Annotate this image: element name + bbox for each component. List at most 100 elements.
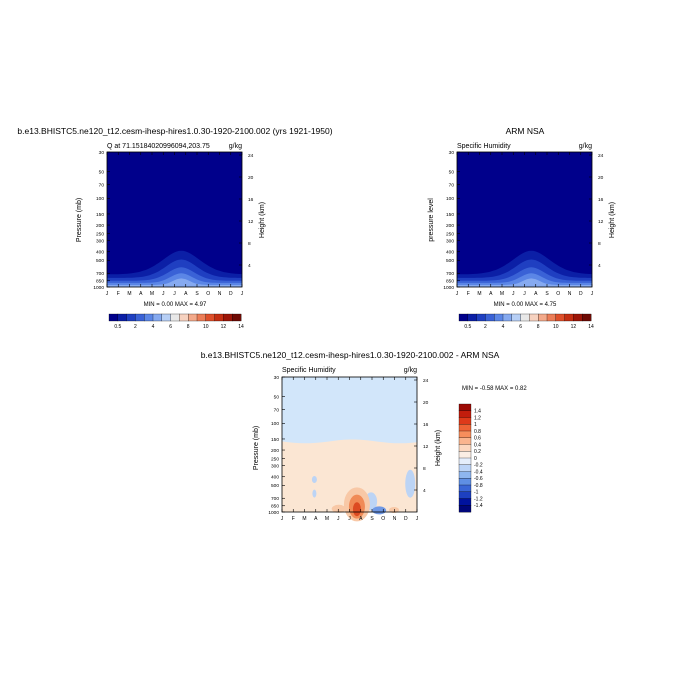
y-tick-label: 400 <box>446 250 454 256</box>
panel1-min-max: MIN = 0.00 MAX = 4.97 <box>144 302 207 308</box>
y-right-tick-label: 20 <box>598 175 604 181</box>
colorbar-swatch <box>458 464 472 472</box>
colorbar-label: -0.4 <box>474 469 483 475</box>
x-tick-label: J <box>591 291 594 297</box>
y-tick-label: 150 <box>271 437 279 443</box>
y-tick-label: 250 <box>446 231 454 237</box>
x-tick-label: S <box>545 291 549 297</box>
x-tick-label: J <box>173 291 176 297</box>
y-tick-label: 200 <box>96 223 104 229</box>
panel2-units: g/kg <box>579 143 592 150</box>
y-tick-label: 400 <box>96 250 104 256</box>
y-tick-label: 250 <box>271 456 279 462</box>
colorbar-swatch <box>458 313 469 322</box>
y-tick-label: 500 <box>446 258 454 264</box>
y-tick-label: 50 <box>274 394 280 400</box>
y-right-tick-label: 4 <box>598 263 601 269</box>
y-tick-label: 300 <box>96 238 104 244</box>
colorbar-label: -0.2 <box>474 463 483 469</box>
colorbar-swatch <box>214 313 224 322</box>
x-tick-label: J <box>456 291 459 297</box>
x-tick-label: J <box>106 291 109 297</box>
y-tick-label: 30 <box>449 150 455 156</box>
y-right-tick-label: 8 <box>423 466 426 472</box>
panel2-title: ARM NSA <box>506 126 545 136</box>
x-tick-label: F <box>292 516 295 522</box>
colorbar-label: 0.4 <box>474 442 481 448</box>
colorbar-label: 0.5 <box>114 324 121 330</box>
y-tick-label: 50 <box>99 169 105 175</box>
colorbar-label: 1.2 <box>474 415 481 421</box>
y-right-tick-label: 20 <box>248 175 254 181</box>
x-tick-label: J <box>337 516 340 522</box>
y-tick-label: 850 <box>96 279 104 285</box>
panel-difference: b.e13.BHISTC5.ne120_t12.cesm-ihesp-hires… <box>201 350 528 522</box>
y-tick-label: 850 <box>446 279 454 285</box>
colorbar-swatch <box>135 313 145 322</box>
x-tick-label: D <box>229 291 233 297</box>
y-tick-label: 500 <box>96 258 104 264</box>
colorbar-swatch <box>582 313 592 322</box>
y-right-tick-label: 24 <box>598 153 604 159</box>
q-level-band <box>107 278 242 287</box>
panel3-left-subtitle: Specific Humidity <box>282 367 336 374</box>
colorbar-label: 2 <box>484 324 487 330</box>
colorbar-swatch <box>458 403 472 412</box>
panel3-units: g/kg <box>404 367 417 374</box>
colorbar-label: -0.8 <box>474 483 483 489</box>
colorbar-label: 0.2 <box>474 449 481 455</box>
colorbar-swatch <box>529 313 539 322</box>
colorbar-swatch <box>161 313 171 322</box>
q-level-band <box>107 273 242 287</box>
y-tick-label: 150 <box>96 212 104 218</box>
x-tick-label: J <box>348 516 351 522</box>
colorbar-swatch <box>573 313 583 322</box>
panel3-min-max: MIN = -0.58 MAX = 0.82 <box>462 386 527 392</box>
x-tick-label: J <box>416 516 419 522</box>
colorbar-label: 10 <box>203 324 209 330</box>
x-tick-label: A <box>359 516 363 522</box>
x-tick-label: N <box>218 291 222 297</box>
diff-positive-core <box>331 504 346 513</box>
colorbar-label: -1.4 <box>474 503 483 509</box>
x-tick-label: N <box>393 516 397 522</box>
colorbar-label: 0.5 <box>464 324 471 330</box>
x-tick-label: A <box>139 291 143 297</box>
x-tick-label: A <box>489 291 493 297</box>
y-right-tick-label: 16 <box>248 197 254 203</box>
panel1-y-axis-label: Pressure (mb) <box>76 198 83 242</box>
colorbar-swatch <box>170 313 180 322</box>
x-tick-label: M <box>150 291 154 297</box>
panel3-title: b.e13.BHISTC5.ne120_t12.cesm-ihesp-hires… <box>201 350 500 360</box>
colorbar-swatch <box>196 313 207 322</box>
y-right-tick-label: 12 <box>598 219 604 225</box>
y-right-tick-label: 16 <box>423 422 429 428</box>
colorbar-swatch <box>126 313 136 322</box>
y-tick-label: 250 <box>96 231 104 237</box>
colorbar-swatch <box>458 430 472 439</box>
diff-negative-blob <box>372 506 387 515</box>
y-tick-label: 700 <box>271 496 279 502</box>
colorbar-swatch <box>232 313 242 322</box>
colorbar-swatch <box>555 313 565 322</box>
y-tick-label: 300 <box>446 238 454 244</box>
y-tick-label: 100 <box>271 421 279 427</box>
colorbar-swatch <box>179 313 189 322</box>
panel2-colorbar: 0.5 2 4 6 8 10 12 14 <box>458 313 594 330</box>
colorbar-label: 10 <box>553 324 559 330</box>
panel1-title: b.e13.BHISTC5.ne120_t12.cesm-ihesp-hires… <box>17 126 332 136</box>
colorbar-label: -1 <box>474 490 479 496</box>
colorbar-swatch <box>205 313 215 322</box>
x-tick-label: O <box>206 291 210 297</box>
colorbar-label: 1.4 <box>474 409 481 415</box>
y-tick-label: 300 <box>271 463 279 469</box>
colorbar-swatch <box>458 505 472 513</box>
y-tick-label: 30 <box>274 375 280 381</box>
diff-positive-core <box>352 502 361 517</box>
colorbar-label: 6 <box>169 324 172 330</box>
panel1-colorbar: 0.5 2 4 6 8 10 12 14 <box>108 313 244 330</box>
colorbar-swatch <box>458 491 472 499</box>
colorbar-label: 0.8 <box>474 429 481 435</box>
y-tick-label: 1000 <box>268 510 279 516</box>
panel1-y-axis-right-label: Height (km) <box>259 202 266 238</box>
